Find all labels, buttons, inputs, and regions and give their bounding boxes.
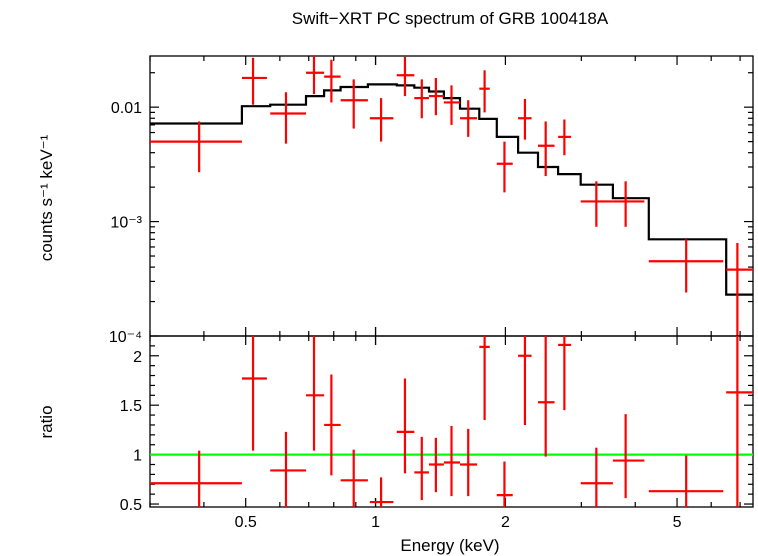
spectrum-data-point bbox=[580, 181, 613, 227]
spectrum-data-point bbox=[726, 242, 753, 336]
spectrum-data-point bbox=[150, 121, 242, 173]
ratio-y-tick-label: 2 bbox=[133, 349, 142, 366]
spectrum-data-point bbox=[396, 56, 415, 97]
spectrum-data-point bbox=[241, 57, 267, 105]
ratio-y-tick-label: 1.5 bbox=[120, 398, 142, 415]
ratio-data-point bbox=[150, 450, 242, 507]
spectrum-data-point bbox=[306, 56, 325, 95]
ratio-data-point bbox=[648, 455, 724, 507]
x-tick-label: 5 bbox=[673, 514, 682, 531]
ratio-data-point bbox=[270, 431, 307, 507]
ratio-data-point bbox=[496, 461, 513, 507]
ratio-data-point bbox=[443, 425, 461, 497]
spectrum-data-point bbox=[648, 239, 724, 293]
ratio-panel: 0.5 1 1.5 2 0.5 1 2 5 bbox=[120, 335, 754, 531]
spectrum-data-point bbox=[558, 119, 572, 156]
spectrum-data-point bbox=[369, 98, 394, 142]
ratio-data-point bbox=[479, 336, 490, 421]
ratio-y-axis-label: ratio bbox=[37, 405, 56, 438]
spectrum-data-point bbox=[518, 98, 532, 140]
ratio-data-point bbox=[324, 374, 341, 476]
chart-title: Swift−XRT PC spectrum of GRB 100418A bbox=[292, 9, 609, 28]
ratio-data-point bbox=[396, 378, 415, 474]
spectrum-data-point bbox=[324, 59, 341, 103]
ratio-data-point bbox=[518, 336, 532, 425]
ratio-data-point bbox=[340, 449, 368, 507]
spectrum-y-tick-label: 0.01 bbox=[111, 100, 142, 117]
x-axis-label: Energy (keV) bbox=[400, 536, 499, 555]
spectrum-data-point bbox=[496, 141, 513, 193]
spectrum-panel: 0.01 10⁻³ 10⁻⁴ bbox=[109, 55, 754, 346]
spectrum-data-point bbox=[428, 77, 444, 116]
x-tick-label: 0.5 bbox=[235, 514, 257, 531]
spectrum-data-point bbox=[460, 100, 478, 137]
spectrum-y-tick-label: 10⁻³ bbox=[110, 215, 142, 232]
x-tick-label: 2 bbox=[501, 514, 510, 531]
ratio-data-point bbox=[369, 477, 394, 507]
spectrum-data-point bbox=[479, 70, 490, 113]
ratio-y-tick-label: 0.5 bbox=[120, 497, 142, 514]
spectrum-data-point bbox=[443, 85, 461, 125]
ratio-data-point bbox=[414, 436, 429, 501]
spectrum-y-tick-label: 10⁻⁴ bbox=[109, 329, 142, 346]
spectrum-data-point bbox=[414, 79, 429, 119]
ratio-data-point bbox=[306, 336, 325, 451]
ratio-data-point bbox=[460, 428, 478, 497]
ratio-frame bbox=[149, 335, 754, 508]
ratio-data-point bbox=[580, 447, 613, 507]
spectrum-data-point bbox=[537, 121, 555, 177]
spectrum-data-point bbox=[340, 79, 368, 129]
spectrum-data-point bbox=[612, 181, 645, 227]
ratio-data-point bbox=[612, 414, 645, 499]
x-tick-label: 1 bbox=[371, 514, 380, 531]
ratio-data-point bbox=[537, 336, 555, 457]
spectrum-y-axis-label: counts s⁻¹ keV⁻¹ bbox=[37, 134, 56, 261]
ratio-data-point bbox=[428, 437, 444, 493]
spectrum-data-point bbox=[270, 92, 307, 144]
ratio-y-tick-label: 1 bbox=[133, 448, 142, 465]
ratio-data-point bbox=[558, 336, 572, 411]
ratio-data-point bbox=[241, 336, 267, 451]
ratio-data-point bbox=[726, 336, 753, 507]
